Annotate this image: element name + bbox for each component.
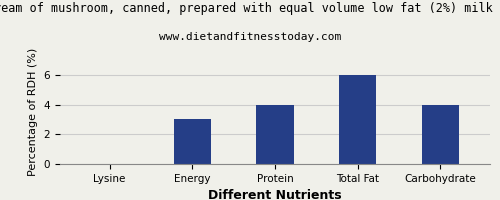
Bar: [422, 105, 459, 164]
X-axis label: Different Nutrients: Different Nutrients: [208, 189, 342, 200]
Bar: [256, 105, 294, 164]
Text: www.dietandfitnesstoday.com: www.dietandfitnesstoday.com: [159, 32, 341, 42]
Text: ream of mushroom, canned, prepared with equal volume low fat (2%) milk p: ream of mushroom, canned, prepared with …: [0, 2, 500, 15]
Bar: [174, 119, 211, 164]
Y-axis label: Percentage of RDH (%): Percentage of RDH (%): [28, 48, 38, 176]
Bar: [339, 75, 376, 164]
